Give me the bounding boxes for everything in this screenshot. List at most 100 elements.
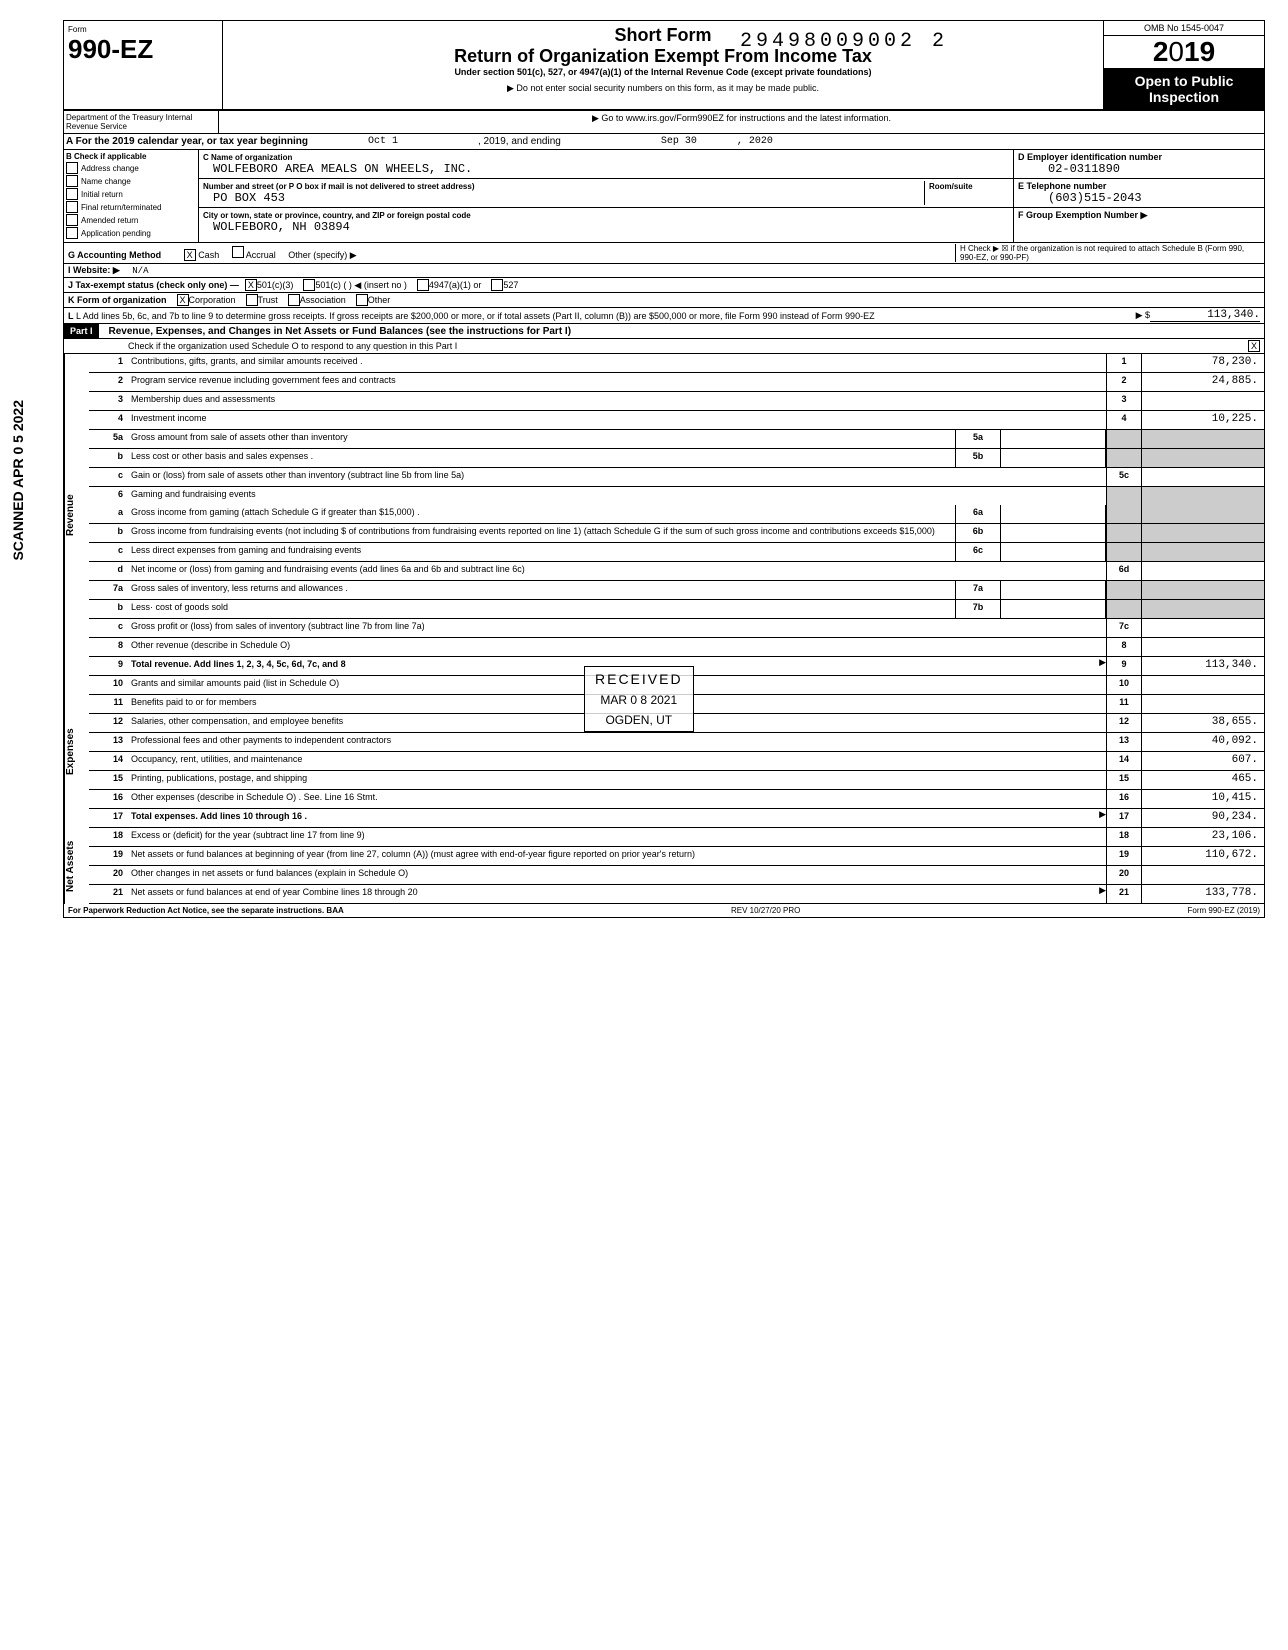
footer-mid: REV 10/27/20 PRO: [731, 906, 800, 915]
line-value: [1141, 392, 1264, 410]
box-num: 8: [1106, 638, 1141, 656]
check-501c3[interactable]: [245, 279, 257, 291]
addr-label: Number and street (or P O box if mail is…: [203, 182, 474, 191]
expenses-section: Expenses 10 Grants and similar amounts p…: [64, 676, 1264, 828]
period-mid: , 2019, and ending: [478, 136, 561, 147]
line-num: 2: [89, 373, 127, 391]
mid-box: 6c: [955, 543, 1001, 561]
box-num: 18: [1106, 828, 1141, 846]
val-shaded: [1141, 430, 1264, 448]
check-other-org[interactable]: [356, 294, 368, 306]
val-shaded: [1141, 505, 1264, 523]
mid-value: [1001, 543, 1106, 561]
tax-year: 20201919: [1104, 36, 1264, 69]
check-name-change[interactable]: Name change: [66, 175, 196, 187]
form-prefix: Form: [68, 25, 218, 34]
scanned-stamp: SCANNED APR 0 5 2022: [10, 400, 26, 561]
line-value: 24,885.: [1141, 373, 1264, 391]
form-number-cell: Form 990-EZ: [64, 21, 223, 109]
box-shaded: [1106, 505, 1141, 523]
check-label: Final return/terminated: [81, 203, 161, 212]
received-line1: RECEIVED: [595, 671, 683, 687]
mid-box: 7b: [955, 600, 1001, 618]
received-line3: OGDEN, UT: [595, 713, 683, 727]
line-num: 1: [89, 354, 127, 372]
part1-header: Part I Revenue, Expenses, and Changes in…: [64, 324, 1264, 339]
org-name-label: C Name of organization: [203, 153, 292, 162]
box-num: 13: [1106, 733, 1141, 751]
mid-value: [1001, 430, 1106, 448]
assoc-label: Association: [300, 295, 346, 305]
dept-row: Department of the Treasury Internal Reve…: [64, 111, 1264, 134]
line-num: 19: [89, 847, 127, 865]
period-begin: Oct 1: [368, 136, 398, 147]
line-desc: Less direct expenses from gaming and fun…: [127, 543, 955, 561]
check-address-change[interactable]: Address change: [66, 162, 196, 174]
check-corp[interactable]: [177, 294, 189, 306]
check-label: Address change: [81, 164, 139, 173]
box-num: 4: [1106, 411, 1141, 429]
check-amended-return[interactable]: Amended return: [66, 214, 196, 226]
line-value: [1141, 866, 1264, 884]
line-value: [1141, 619, 1264, 637]
box-num: 16: [1106, 790, 1141, 808]
line-value: [1141, 562, 1264, 580]
org-name: WOLFEBORO AREA MEALS ON WHEELS, INC.: [213, 162, 472, 176]
line-5c: c Gain or (loss) from sale of assets oth…: [89, 468, 1264, 487]
line-desc: Other expenses (describe in Schedule O) …: [127, 790, 1106, 808]
check-527[interactable]: [491, 279, 503, 291]
line-desc: Net assets or fund balances at end of ye…: [127, 885, 1086, 903]
line-6c: c Less direct expenses from gaming and f…: [89, 543, 1264, 562]
check-assoc[interactable]: [288, 294, 300, 306]
line-16: 16 Other expenses (describe in Schedule …: [89, 790, 1264, 809]
line-num: d: [89, 562, 127, 580]
line-num: 8: [89, 638, 127, 656]
box-num: 15: [1106, 771, 1141, 789]
line-num: 3: [89, 392, 127, 410]
line-desc: Gross income from fundraising events (no…: [127, 524, 955, 542]
line-desc: Net assets or fund balances at beginning…: [127, 847, 1106, 865]
section-h: H Check ▶ ☒ if the organization is not r…: [955, 244, 1260, 262]
line-6b: b Gross income from fundraising events (…: [89, 524, 1264, 543]
line-7a: 7a Gross sales of inventory, less return…: [89, 581, 1264, 600]
line-6d: d Net income or (loss) from gaming and f…: [89, 562, 1264, 581]
check-501c[interactable]: [303, 279, 315, 291]
line-num: 20: [89, 866, 127, 884]
footer: For Paperwork Reduction Act Notice, see …: [64, 904, 1264, 917]
section-l-text: L Add lines 5b, 6c, and 7b to line 9 to …: [76, 311, 875, 321]
line-desc: Gross profit or (loss) from sales of inv…: [127, 619, 1106, 637]
section-c: C Name of organization WOLFEBORO AREA ME…: [199, 150, 1014, 242]
check-4947[interactable]: [417, 279, 429, 291]
section-g-h: G Accounting Method Cash Accrual Other (…: [64, 243, 1264, 264]
city-label: City or town, state or province, country…: [203, 211, 471, 220]
check-application-pending[interactable]: Application pending: [66, 227, 196, 239]
line-value: 10,225.: [1141, 411, 1264, 429]
line-desc: Less cost or other basis and sales expen…: [127, 449, 955, 467]
section-d: D Employer identification number 02-0311…: [1014, 150, 1264, 179]
line-num: 5a: [89, 430, 127, 448]
check-initial-return[interactable]: Initial return: [66, 188, 196, 200]
501c-label: 501(c) ( ) ◀ (insert no ): [315, 280, 406, 291]
check-accrual[interactable]: [232, 246, 244, 258]
check-cash[interactable]: [184, 249, 196, 261]
netassets-section: Net Assets 18 Excess or (deficit) for th…: [64, 828, 1264, 904]
check-trust[interactable]: [246, 294, 258, 306]
section-j-label: J Tax-exempt status (check only one) —: [68, 280, 239, 290]
info-section: B Check if applicable Address change Nam…: [64, 150, 1264, 243]
line-desc: Printing, publications, postage, and shi…: [127, 771, 1106, 789]
line-value: [1141, 638, 1264, 656]
check-final-return[interactable]: Final return/terminated: [66, 201, 196, 213]
line-17: 17 Total expenses. Add lines 10 through …: [89, 809, 1264, 828]
line-8: 8 Other revenue (describe in Schedule O)…: [89, 638, 1264, 657]
line-7b: b Less· cost of goods sold 7b: [89, 600, 1264, 619]
line-num: 12: [89, 714, 127, 732]
section-k-label: K Form of organization: [68, 295, 167, 305]
line-value: 90,234.: [1141, 809, 1264, 827]
form-number: 990-EZ: [68, 34, 218, 65]
line-5b: b Less cost or other basis and sales exp…: [89, 449, 1264, 468]
line-num: 9: [89, 657, 127, 675]
part1-checkbox[interactable]: [1248, 340, 1260, 352]
line-num: b: [89, 449, 127, 467]
website-value: N/A: [132, 266, 148, 276]
line-value: 465.: [1141, 771, 1264, 789]
